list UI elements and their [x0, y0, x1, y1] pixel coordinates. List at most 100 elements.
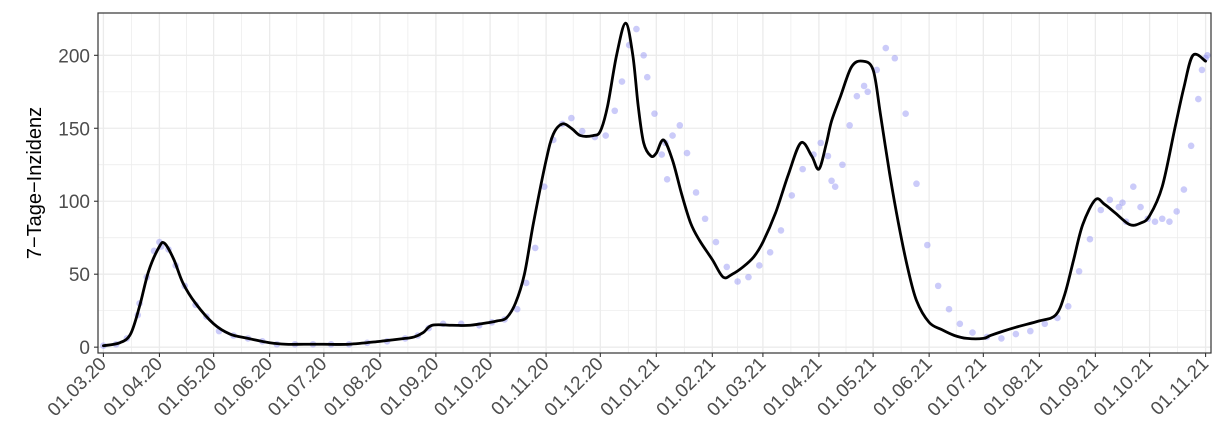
x-tick-label: 01.05.20 [154, 354, 221, 421]
data-point [712, 238, 720, 246]
data-point [676, 122, 684, 129]
x-tick-label: 01.03.20 [44, 354, 111, 421]
y-tick-label: 50 [69, 265, 90, 286]
x-tick-label: 01.09.20 [376, 354, 443, 421]
data-point [1041, 320, 1049, 328]
data-point [1106, 196, 1114, 204]
series-line [102, 21, 1207, 348]
data-point [777, 227, 785, 234]
x-tick-label: 01.01.21 [597, 354, 664, 421]
data-point [734, 278, 741, 285]
data-point [1064, 303, 1072, 310]
x-tick-label: 01.06.20 [210, 354, 277, 421]
y-tick-label: 0 [79, 338, 90, 359]
y-axis-title: 7−Tage−Inzidenz [24, 107, 46, 259]
data-point [1115, 203, 1123, 211]
data-point [618, 78, 626, 85]
data-point [828, 177, 835, 185]
data-point [578, 127, 586, 135]
data-point [568, 114, 575, 122]
data-point [1204, 52, 1211, 59]
x-tick-label: 01.11.21 [1147, 354, 1213, 420]
data-point [839, 161, 846, 169]
x-tick-label: 01.06.21 [870, 354, 937, 421]
x-tick-label: 01.09.21 [1036, 354, 1103, 421]
data-point [873, 66, 881, 74]
data-point [633, 25, 640, 33]
data-point [945, 305, 953, 313]
x-tick-label: 01.07.20 [264, 354, 331, 421]
x-tick-label: 01.10.21 [1090, 354, 1157, 421]
data-point [1027, 327, 1034, 335]
data-point [640, 52, 647, 59]
data-point [663, 176, 671, 183]
data-point [658, 151, 666, 158]
x-tick-label: 01.12.20 [541, 354, 608, 421]
x-tick-label: 01.08.20 [320, 354, 387, 421]
data-point [531, 244, 539, 252]
data-point [513, 305, 521, 313]
data-point [1075, 267, 1083, 275]
data-point [701, 215, 709, 223]
data-point [969, 329, 976, 336]
data-point [853, 92, 861, 100]
data-point [669, 132, 676, 139]
data-point [956, 320, 964, 328]
data-point [831, 183, 839, 190]
data-point [766, 249, 774, 256]
y-tick-label: 150 [58, 119, 90, 140]
data-point [745, 273, 752, 281]
data-point [1137, 203, 1144, 211]
x-tick-label: 01.10.20 [430, 354, 497, 421]
grid-major [98, 13, 1211, 353]
data-point [1166, 218, 1173, 225]
data-point [1097, 206, 1105, 214]
x-tick-label: 01.08.21 [980, 354, 1047, 421]
data-point [817, 139, 825, 147]
data-point [1151, 218, 1159, 225]
x-tick-label: 01.05.21 [814, 354, 881, 421]
grid-minor [98, 13, 1211, 353]
data-point [934, 282, 942, 290]
data-point [1195, 95, 1202, 103]
data-point [683, 149, 691, 157]
plot-panel-background [98, 13, 1211, 353]
y-tick-label: 100 [58, 192, 90, 213]
data-point [860, 82, 868, 90]
data-point [846, 122, 853, 129]
data-point [755, 262, 763, 269]
y-tick-label: 200 [58, 46, 90, 67]
data-point [1180, 186, 1188, 193]
data-point [602, 132, 610, 139]
data-point [1198, 66, 1206, 74]
x-axis: 01.03.2001.04.2001.05.2001.06.2001.07.20… [44, 353, 1213, 421]
data-point [1119, 199, 1126, 206]
x-tick-label: 01.04.20 [100, 354, 167, 421]
data-point [1130, 183, 1137, 190]
data-point [1012, 330, 1020, 338]
data-point [902, 110, 909, 117]
data-point [882, 44, 890, 52]
data-point [651, 110, 658, 117]
data-point [723, 263, 731, 271]
data-point [643, 73, 651, 81]
data-point [824, 152, 832, 160]
data-point [891, 54, 899, 62]
y-axis: 0 50 100 150 200 [58, 46, 98, 359]
data-point [1158, 215, 1166, 223]
x-tick-label: 01.04.21 [759, 354, 826, 421]
data-point [913, 180, 920, 188]
data-point [864, 88, 872, 96]
data-point [611, 107, 619, 115]
data-point [998, 335, 1005, 342]
data-point [522, 279, 530, 287]
data-point [924, 241, 931, 249]
data-point [1187, 142, 1195, 150]
x-tick-label: 01.07.21 [924, 354, 991, 421]
plot-panel-border [97, 12, 1212, 354]
data-point [788, 192, 796, 199]
data-point [540, 183, 548, 190]
data-point [692, 189, 700, 196]
data-point [799, 165, 806, 173]
